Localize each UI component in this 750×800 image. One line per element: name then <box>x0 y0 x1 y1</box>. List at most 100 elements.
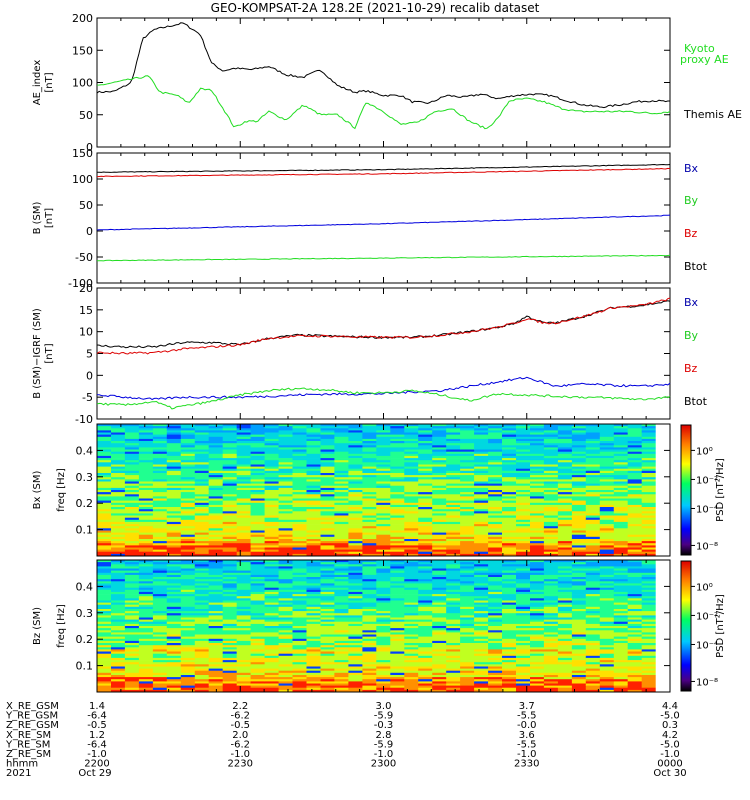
spectrogram-cell <box>138 636 154 640</box>
spectrogram-cell <box>278 675 293 678</box>
spectrogram-cell <box>208 587 224 591</box>
spectrogram-cell <box>250 458 265 461</box>
spectrogram-cell <box>278 545 293 548</box>
spectrogram-cell <box>292 490 307 493</box>
spectrogram-cell <box>460 583 475 586</box>
spectrogram-cell <box>97 606 112 610</box>
spectrogram-cell <box>516 585 531 588</box>
spectrogram-cell <box>97 449 112 452</box>
spectrogram-cell <box>111 679 126 682</box>
spectrogram-cell <box>432 543 447 546</box>
spectrogram-cell <box>376 617 391 620</box>
spectrogram-cell <box>585 453 601 457</box>
spectrogram-cell <box>292 672 307 676</box>
spectrogram-cell <box>404 521 419 525</box>
spectrogram-cell <box>208 660 224 663</box>
spectrogram-cell <box>474 613 489 616</box>
spectrogram-cell <box>138 634 154 637</box>
spectrogram-cell <box>432 685 447 689</box>
spectrogram-cell <box>152 649 168 652</box>
spectrogram-cell <box>306 594 321 597</box>
spectrogram-cell <box>320 530 335 533</box>
spectrogram-cell <box>474 675 489 678</box>
spectrogram-cell <box>138 507 154 510</box>
spectrogram-cell <box>306 602 321 606</box>
spectrogram-cell <box>543 434 559 438</box>
spectrogram-cell <box>571 566 587 569</box>
spectrogram-cell <box>599 424 615 427</box>
spectrogram-cell <box>180 536 196 540</box>
spectrogram-cell <box>557 502 573 506</box>
spectrogram-cell <box>404 475 419 478</box>
spectrogram-cell <box>474 481 489 484</box>
series-line-bx <box>96 163 671 173</box>
spectrogram-cell <box>166 664 182 667</box>
spectrogram-cell <box>278 662 293 665</box>
spectrogram-cell <box>222 543 238 546</box>
spectrogram-cell <box>432 475 447 478</box>
spectrogram-cell <box>641 473 657 476</box>
spectrogram-cell <box>446 479 461 482</box>
spectrogram-cell <box>124 485 140 489</box>
spectrogram-cell <box>166 606 182 610</box>
spectrogram-cell <box>180 675 196 678</box>
spectrogram-cell <box>418 562 433 565</box>
spectrogram-cell <box>404 677 419 680</box>
spectrogram-cell <box>97 466 112 470</box>
spectrogram-cell <box>571 483 587 487</box>
spectrogram-cell <box>292 473 307 476</box>
spectrogram-cell <box>166 524 182 527</box>
spectrogram-cell <box>278 500 293 504</box>
spectrogram-cell <box>488 598 503 601</box>
spectrogram-cell <box>543 640 559 644</box>
spectrogram-cell <box>334 660 349 663</box>
spectrogram-cell <box>166 566 182 569</box>
spectrogram-cell <box>334 683 349 686</box>
spectrogram-cell <box>530 591 545 595</box>
spectrogram-cell <box>278 483 293 487</box>
spectrogram-cell <box>292 630 307 633</box>
spectrogram-cell <box>516 481 531 484</box>
spectrogram-cell <box>516 545 531 548</box>
spectrogram-cell <box>516 458 531 461</box>
spectrogram-cell <box>264 494 279 497</box>
spectrogram-cell <box>250 591 265 595</box>
spectrogram-cell <box>278 568 293 571</box>
spectrogram-cell <box>599 532 615 536</box>
spectrogram-cell <box>278 502 293 506</box>
spectrogram-cell <box>236 577 252 580</box>
spectrogram-cell <box>502 591 517 595</box>
spectrogram-cell <box>111 498 126 501</box>
spectrogram-cell <box>180 657 196 661</box>
spectrogram-cell <box>278 479 293 482</box>
spectrogram-cell <box>194 451 210 455</box>
spectrogram-cell <box>250 500 265 504</box>
spectrogram-cell <box>516 498 531 501</box>
spectrogram-cell <box>222 436 238 440</box>
spectrogram-cell <box>124 579 140 582</box>
spectrogram-cell <box>236 502 252 506</box>
spectrogram-cell <box>557 615 573 618</box>
spectrogram-cell <box>418 432 433 435</box>
spectrogram-cell <box>208 604 224 608</box>
spectrogram-cell <box>111 687 126 691</box>
spectrogram-cell <box>166 485 182 489</box>
spectrogram-cell <box>474 632 489 635</box>
spectrogram-cell <box>432 668 447 672</box>
spectrogram-cell <box>571 436 587 440</box>
spectrogram-cell <box>404 689 419 693</box>
spectrogram-cell <box>390 643 405 646</box>
spectrogram-cell <box>460 509 475 512</box>
spectrogram-cell <box>390 479 405 482</box>
spectrogram-cell <box>516 583 531 586</box>
spectrogram-cell <box>222 541 238 544</box>
spectrogram-cell <box>264 432 279 435</box>
spectrogram-cell <box>236 432 252 435</box>
spectrogram-cell <box>557 551 573 555</box>
spectrogram-cell <box>138 468 154 472</box>
spectrogram-cell <box>278 636 293 640</box>
spectrogram-cell <box>194 572 210 576</box>
spectrogram-cell <box>306 451 321 455</box>
spectrogram-cell <box>488 589 503 593</box>
spectrogram-cell <box>404 591 419 595</box>
